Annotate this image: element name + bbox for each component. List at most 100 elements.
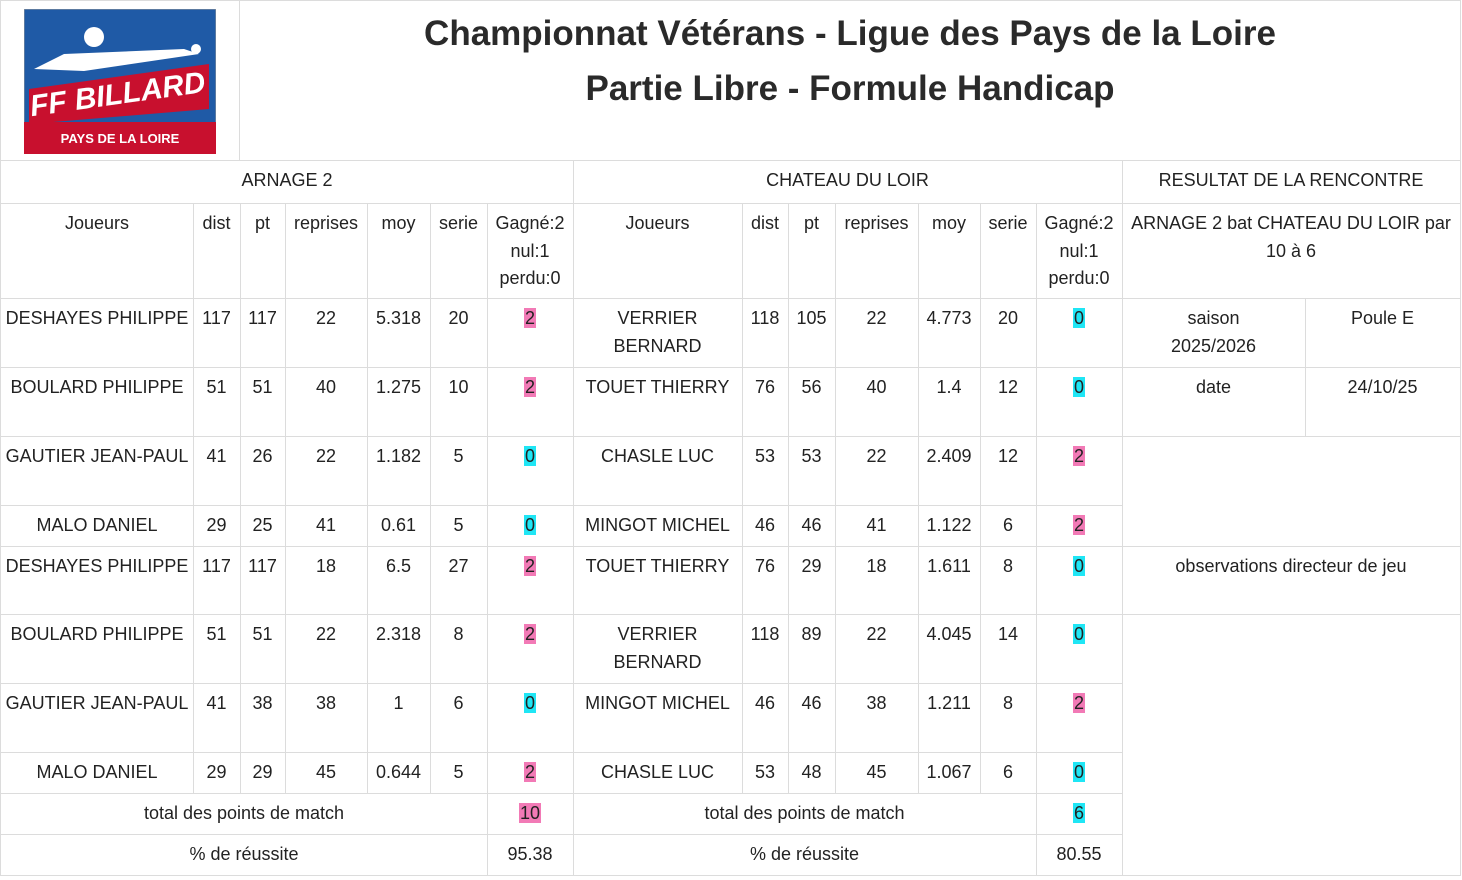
logo-head [84, 27, 104, 47]
distance: 51 [193, 367, 241, 437]
title-line: Partie Libre - Formule Handicap [585, 69, 1115, 108]
player-name: CHASLE LUC [573, 752, 743, 794]
points-value: 2 [523, 624, 536, 644]
observations-box [1122, 614, 1461, 876]
points-cell: 2 [487, 367, 574, 437]
player-name: MALO DANIEL [0, 505, 194, 547]
best-run: 14 [980, 614, 1037, 684]
points: 117 [240, 546, 286, 615]
points-cell: 2 [487, 614, 574, 684]
points-cell: 0 [487, 436, 574, 506]
result-summary: ARNAGE 2 bat CHATEAU DU LOIR par 10 à 6 [1122, 203, 1461, 299]
date-label: date [1122, 367, 1306, 437]
distance: 118 [742, 298, 789, 368]
innings: 18 [835, 546, 919, 615]
points-cell: 2 [1036, 505, 1123, 547]
points-value: 6 [1072, 803, 1085, 823]
best-run: 8 [980, 546, 1037, 615]
points-cell: 2 [487, 298, 574, 368]
points: 117 [240, 298, 286, 368]
best-run: 10 [430, 367, 488, 437]
player-name: VERRIER BERNARD [573, 614, 743, 684]
column-header: dist [193, 203, 241, 299]
average: 1.211 [918, 683, 981, 753]
best-run: 5 [430, 505, 488, 547]
player-name: TOUET THIERRY [573, 367, 743, 437]
best-run: 12 [980, 367, 1037, 437]
logo-banner [29, 64, 209, 124]
distance: 51 [193, 614, 241, 684]
column-header: reprises [835, 203, 919, 299]
best-run: 5 [430, 752, 488, 794]
average: 0.61 [367, 505, 431, 547]
best-run: 12 [980, 436, 1037, 506]
points-value: 0 [1072, 624, 1085, 644]
distance: 41 [193, 436, 241, 506]
points: 26 [240, 436, 286, 506]
best-run: 6 [430, 683, 488, 753]
points: 46 [788, 683, 836, 753]
distance: 29 [193, 752, 241, 794]
innings: 45 [285, 752, 368, 794]
innings: 22 [285, 614, 368, 684]
points-value: 2 [523, 762, 536, 782]
best-run: 6 [980, 752, 1037, 794]
distance: 46 [742, 505, 789, 547]
innings: 22 [285, 298, 368, 368]
average: 0.644 [367, 752, 431, 794]
points: 48 [788, 752, 836, 794]
average: 1.067 [918, 752, 981, 794]
column-header: serie [980, 203, 1037, 299]
points: 53 [788, 436, 836, 506]
totals-label: total des points de match [0, 793, 488, 835]
points-value: 2 [1072, 446, 1085, 466]
player-name: DESHAYES PHILIPPE [0, 546, 194, 615]
success-value: 80.55 [1036, 834, 1123, 876]
player-name: MALO DANIEL [0, 752, 194, 794]
innings: 45 [835, 752, 919, 794]
player-name: BOULARD PHILIPPE [0, 614, 194, 684]
best-run: 8 [430, 614, 488, 684]
innings: 41 [835, 505, 919, 547]
points-cell: 2 [1036, 436, 1123, 506]
logo-band [24, 122, 216, 154]
average: 1.4 [918, 367, 981, 437]
points-value: 2 [523, 556, 536, 576]
distance: 117 [193, 546, 241, 615]
average: 1 [367, 683, 431, 753]
column-header: pt [788, 203, 836, 299]
points-cell: 6 [1036, 793, 1123, 835]
distance: 117 [193, 298, 241, 368]
best-run: 5 [430, 436, 488, 506]
team-name: ARNAGE 2 [0, 160, 574, 204]
innings: 38 [835, 683, 919, 753]
points: 89 [788, 614, 836, 684]
points-value: 2 [523, 308, 536, 328]
points: 51 [240, 367, 286, 437]
player-name: GAUTIER JEAN-PAUL [0, 436, 194, 506]
points-value: 0 [1072, 377, 1085, 397]
innings: 38 [285, 683, 368, 753]
player-name: VERRIER BERNARD [573, 298, 743, 368]
season-label: saison [1187, 308, 1240, 328]
points-cell: 0 [1036, 752, 1123, 794]
column-header: pt [240, 203, 286, 299]
season-cell: saison 2025/2026 [1122, 298, 1306, 368]
innings: 40 [835, 367, 919, 437]
innings: 22 [835, 614, 919, 684]
points-cell: 0 [1036, 367, 1123, 437]
column-header: reprises [285, 203, 368, 299]
success-label: % de réussite [573, 834, 1037, 876]
pool: Poule E [1305, 298, 1461, 368]
innings: 40 [285, 367, 368, 437]
average: 6.5 [367, 546, 431, 615]
player-name: TOUET THIERRY [573, 546, 743, 615]
best-run: 20 [980, 298, 1037, 368]
average: 2.318 [367, 614, 431, 684]
player-name: GAUTIER JEAN-PAUL [0, 683, 194, 753]
points-value: 0 [523, 515, 536, 535]
innings: 22 [835, 436, 919, 506]
points-value: 2 [523, 377, 536, 397]
logo: FF BILLARD PAYS DE LA LOIRE [24, 9, 216, 154]
